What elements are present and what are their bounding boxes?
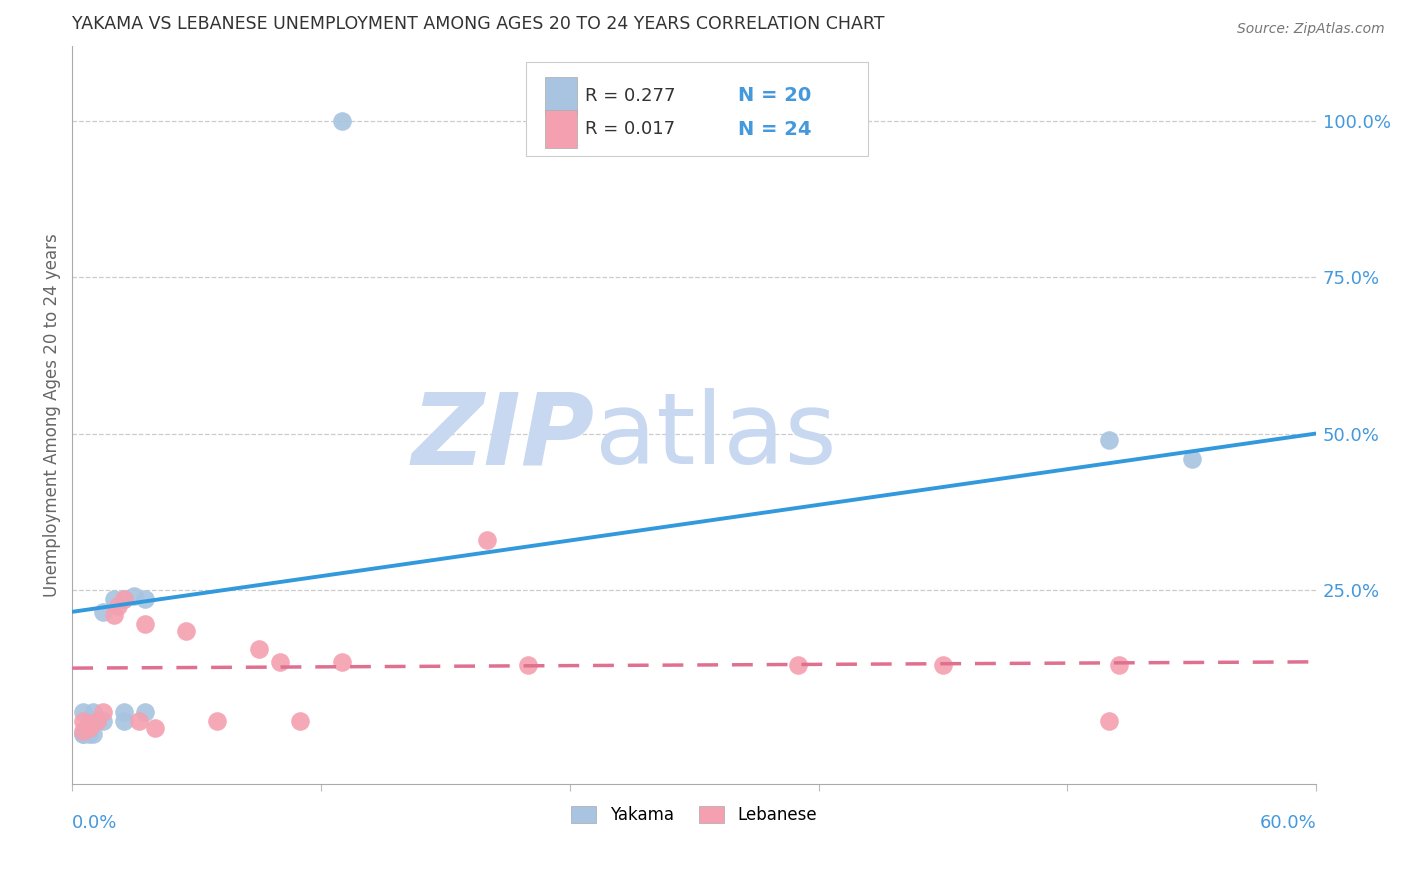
Point bbox=[77, 721, 100, 735]
Point bbox=[82, 705, 104, 719]
Point bbox=[77, 717, 100, 731]
Point bbox=[517, 657, 540, 672]
Text: ZIP: ZIP bbox=[412, 388, 595, 485]
FancyBboxPatch shape bbox=[546, 110, 578, 148]
Point bbox=[330, 655, 353, 669]
Text: R = 0.017: R = 0.017 bbox=[585, 120, 675, 138]
Text: YAKAMA VS LEBANESE UNEMPLOYMENT AMONG AGES 20 TO 24 YEARS CORRELATION CHART: YAKAMA VS LEBANESE UNEMPLOYMENT AMONG AG… bbox=[72, 15, 884, 33]
Text: R = 0.277: R = 0.277 bbox=[585, 87, 675, 105]
Point bbox=[112, 592, 135, 607]
Point bbox=[103, 592, 125, 607]
Text: Source: ZipAtlas.com: Source: ZipAtlas.com bbox=[1237, 22, 1385, 37]
Point bbox=[124, 589, 146, 603]
Y-axis label: Unemployment Among Ages 20 to 24 years: Unemployment Among Ages 20 to 24 years bbox=[44, 233, 60, 597]
Point bbox=[134, 705, 156, 719]
Point bbox=[103, 607, 125, 622]
FancyBboxPatch shape bbox=[526, 62, 869, 156]
Point bbox=[77, 721, 100, 735]
Point bbox=[932, 657, 955, 672]
Text: 60.0%: 60.0% bbox=[1260, 814, 1316, 832]
Point bbox=[143, 721, 166, 735]
Point bbox=[1108, 657, 1130, 672]
Point bbox=[112, 705, 135, 719]
Point bbox=[207, 714, 229, 729]
Point bbox=[269, 655, 291, 669]
Point bbox=[128, 714, 150, 729]
Point bbox=[107, 599, 129, 613]
Point bbox=[134, 592, 156, 607]
Point bbox=[1181, 451, 1204, 466]
Point bbox=[72, 727, 94, 741]
Point bbox=[1098, 714, 1121, 729]
Point bbox=[77, 727, 100, 741]
Point bbox=[91, 705, 114, 719]
Point bbox=[72, 723, 94, 738]
Point bbox=[330, 113, 353, 128]
Point bbox=[91, 714, 114, 729]
Text: N = 20: N = 20 bbox=[738, 87, 811, 105]
Point bbox=[290, 714, 312, 729]
Text: atlas: atlas bbox=[595, 388, 837, 485]
Point bbox=[86, 714, 108, 729]
Point bbox=[82, 727, 104, 741]
Point bbox=[475, 533, 498, 547]
Point bbox=[112, 714, 135, 729]
Text: N = 24: N = 24 bbox=[738, 120, 811, 138]
Point bbox=[247, 642, 270, 657]
Point bbox=[72, 727, 94, 741]
Point bbox=[86, 714, 108, 729]
Point bbox=[786, 657, 808, 672]
Text: 0.0%: 0.0% bbox=[72, 814, 118, 832]
Legend: Yakama, Lebanese: Yakama, Lebanese bbox=[565, 799, 824, 830]
Point bbox=[1098, 433, 1121, 447]
Point bbox=[134, 617, 156, 632]
FancyBboxPatch shape bbox=[546, 77, 578, 115]
Point bbox=[72, 714, 94, 729]
Point bbox=[174, 624, 197, 638]
Point bbox=[112, 592, 135, 607]
Point bbox=[91, 605, 114, 619]
Point bbox=[72, 705, 94, 719]
